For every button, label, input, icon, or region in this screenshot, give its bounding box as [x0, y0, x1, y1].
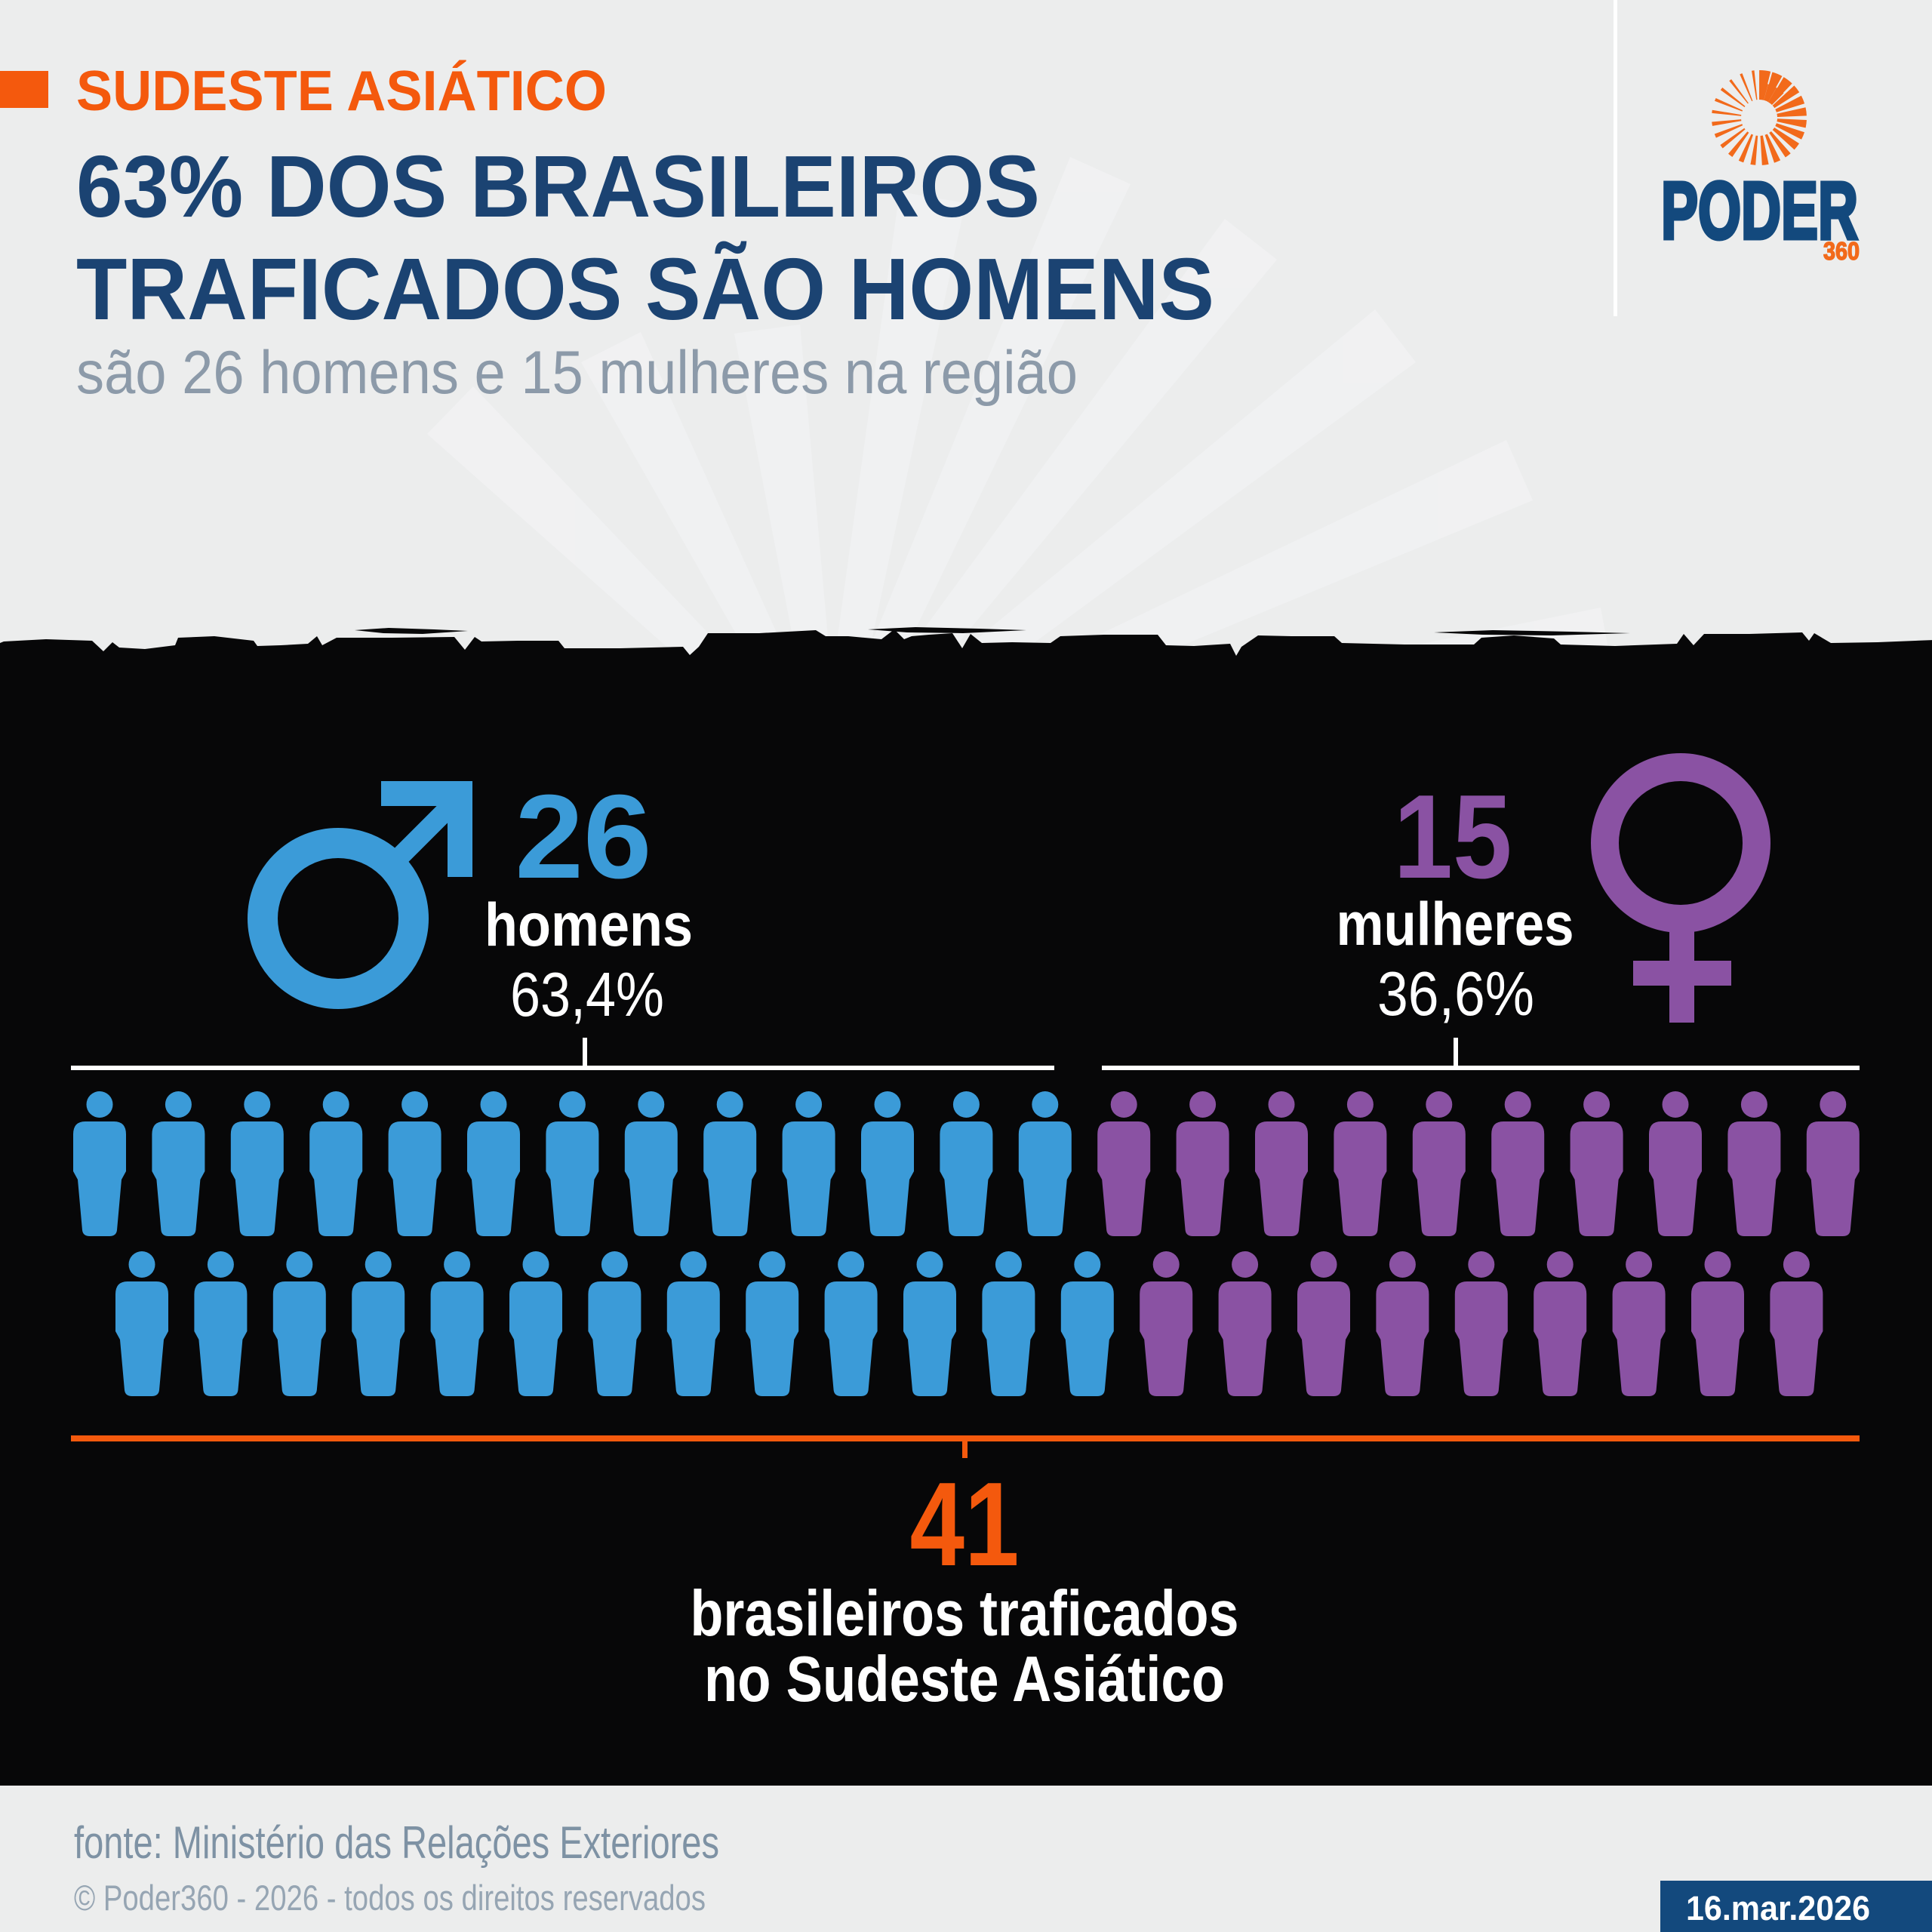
svg-text:63,4%: 63,4%: [510, 959, 664, 1029]
svg-text:26: 26: [515, 771, 652, 903]
svg-text:© Poder360 - 2026 - todos os d: © Poder360 - 2026 - todos os direitos re…: [74, 1878, 706, 1918]
svg-text:41: 41: [910, 1458, 1020, 1591]
svg-text:mulheres: mulheres: [1337, 891, 1574, 958]
svg-text:SUDESTE ASIÁTICO: SUDESTE ASIÁTICO: [76, 59, 607, 122]
svg-text:brasileiros traficados: brasileiros traficados: [691, 1578, 1239, 1650]
svg-text:16.mar.2026: 16.mar.2026: [1686, 1889, 1870, 1927]
svg-text:homens: homens: [485, 891, 693, 959]
svg-text:360: 360: [1823, 237, 1860, 265]
svg-text:fonte: Ministério das Relações: fonte: Ministério das Relações Exteriore…: [74, 1817, 719, 1868]
svg-text:são 26 homens e 15 mulheres na: são 26 homens e 15 mulheres na região: [76, 339, 1078, 407]
svg-text:TRAFICADOS SÃO HOMENS: TRAFICADOS SÃO HOMENS: [76, 240, 1214, 338]
svg-text:no Sudeste Asiático: no Sudeste Asiático: [704, 1644, 1225, 1715]
svg-text:PODER: PODER: [1661, 165, 1858, 256]
svg-text:36,6%: 36,6%: [1377, 958, 1534, 1029]
svg-text:63% DOS BRASILEIROS: 63% DOS BRASILEIROS: [76, 137, 1040, 235]
svg-text:15: 15: [1394, 771, 1512, 903]
